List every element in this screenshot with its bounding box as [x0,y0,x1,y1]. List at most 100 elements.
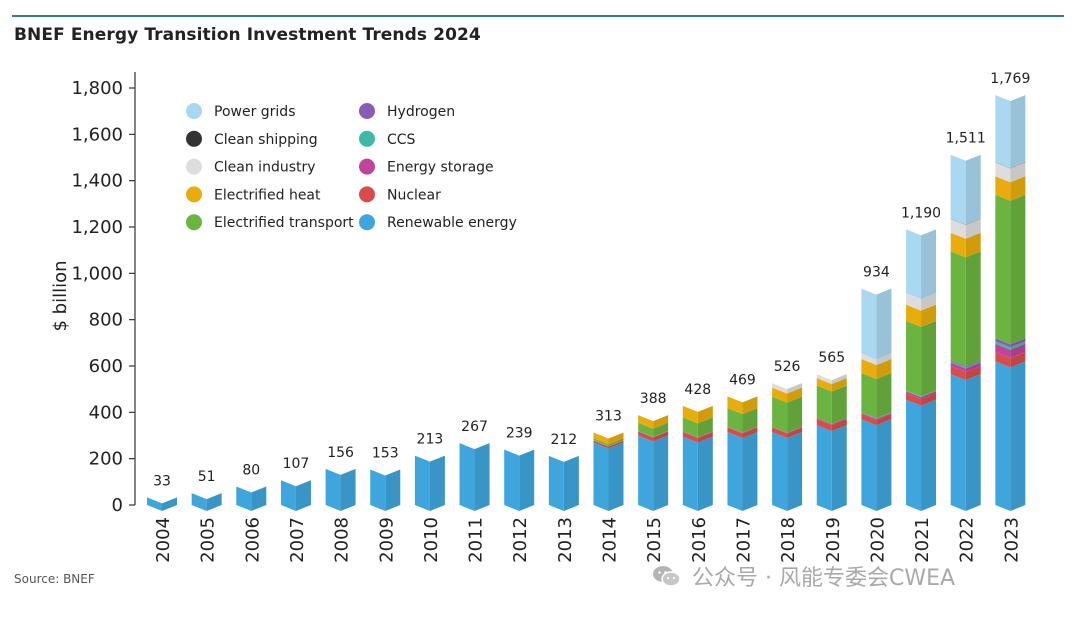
bar-segment [653,431,669,442]
bar-segment [787,426,803,434]
bar-segment [921,391,937,400]
bar-segment [1010,176,1026,201]
bar-segment [861,353,877,366]
bar-2022 [950,154,981,511]
bar-segment [772,396,788,433]
bar-2023 [995,95,1026,511]
bar-segment [474,443,490,511]
bar-total-label: 1,511 [946,131,986,147]
bar-segment [950,218,966,239]
x-tick-label: 2017 [733,517,754,563]
bar-segment [861,372,877,419]
source-note: Source: BNEF [14,572,95,586]
bar-segment [697,432,713,443]
bar-segment [876,413,892,421]
x-tick-label: 2023 [1001,517,1022,563]
bar-total-label: 388 [640,391,667,407]
bar-segment [816,417,832,425]
bar-segment [697,405,713,424]
bar-total-label: 469 [729,372,756,388]
legend-label: Nuclear [387,187,441,203]
bar-segment [1010,352,1026,368]
legend-marker [359,214,375,231]
bar-segment [816,385,832,424]
bar-segment [816,419,832,432]
bar-segment [206,493,222,511]
bar-segment [995,361,1011,511]
bar-segment [251,486,267,511]
bar-segment [653,431,669,438]
bar-segment [921,304,937,327]
bar-segment [385,469,401,511]
bar-segment [608,438,624,447]
x-tick-label: 2004 [153,517,174,563]
bar-segment [831,419,847,432]
bar-segment [965,218,981,225]
bar-segment [772,427,788,439]
bar-segment [950,361,966,369]
bar-segment [1010,338,1026,348]
bar-segment [831,378,847,392]
bar-segment [697,436,713,511]
bar-total-label: 33 [153,473,171,489]
y-tick-label: 1,400 [71,171,123,192]
y-tick-label: 400 [89,402,123,423]
bar-segment [950,374,966,511]
bar-total-label: 156 [327,445,354,461]
bar-segment [414,455,430,511]
bar-segment [921,229,937,300]
bar-total-label: 153 [372,446,399,462]
bar-2006 [236,486,267,511]
bar-total-label: 934 [863,265,890,281]
bar-segment [906,304,922,327]
y-tick-label: 0 [112,495,123,516]
bar-segment [1010,162,1026,183]
bar-segment [876,359,892,379]
bar-segment [772,426,788,434]
y-axis: 0 200 400 600 800 1,000 1,200 1,400 1,600 1,800 $ … [50,72,136,516]
bar-segment [965,362,981,372]
bar-segment [876,419,892,511]
bar-segment [950,154,966,225]
legend-marker [186,214,202,231]
bar-2015 [638,415,669,511]
bar-2011 [459,443,490,511]
bar-segment [995,95,1011,169]
bar-total-label: 526 [774,359,801,375]
bar-2012 [504,449,535,511]
legend-label: Electrified heat [214,187,321,203]
bar-segment [638,415,654,429]
bar-segment [831,417,847,425]
legend-marker [186,103,202,119]
legend-item: Energy storage [359,158,494,176]
bar-segment [593,438,609,447]
bar-2014 [593,432,624,511]
bar-segment [995,162,1011,183]
bar-segment [772,426,788,433]
bar-segment [682,432,698,443]
bar-2021 [906,229,937,511]
legend-marker [186,186,202,203]
bar-segment [950,232,966,258]
x-tick-label: 2008 [332,517,353,563]
bar-segment [831,418,847,426]
bar-segment [816,425,832,511]
bar-segment [965,154,981,225]
bar-2018 [772,383,803,511]
legend-label: Hydrogen [387,104,455,120]
legend-label: Power grids [214,104,296,120]
legend-label: CCS [387,132,416,148]
bar-segment [727,408,743,433]
bar-segment [906,229,922,300]
total-labels: 33 51 80 107 156 153 213 267 239 212 313 388 428 469 5… [153,71,1030,489]
bar-segment [697,417,713,438]
x-tick-label: 2012 [510,517,531,563]
bar-segment [906,390,922,397]
bar-segment [772,383,788,394]
bar-segment [593,440,609,449]
bar-segment [816,378,832,392]
bar-segment [727,396,743,415]
bar-segment [682,431,698,438]
bar-2005 [191,493,222,511]
bar-segment [1010,341,1026,350]
